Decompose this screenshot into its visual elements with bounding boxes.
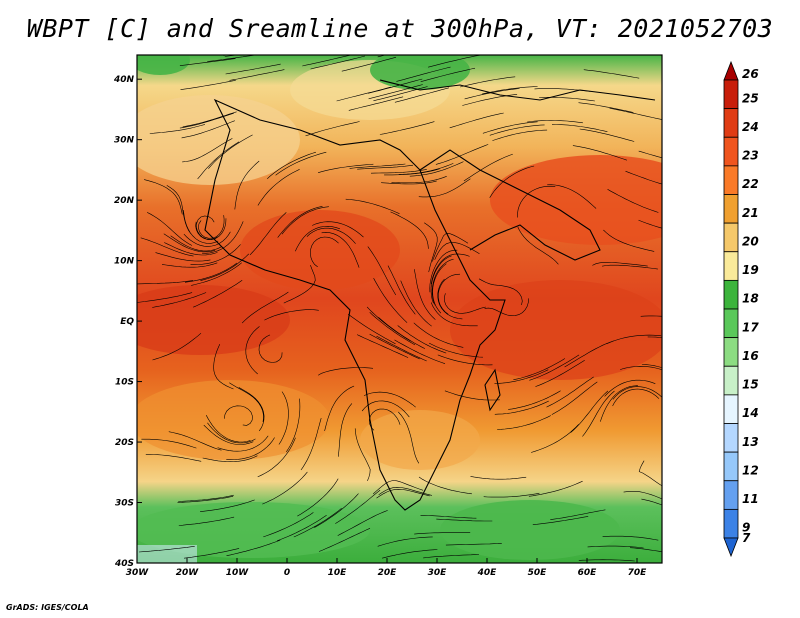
colorbar-label: 18 <box>742 292 759 306</box>
lat-label: 20S <box>115 438 134 448</box>
lon-label: 0 <box>284 568 290 578</box>
lat-label: EQ <box>120 317 134 327</box>
lat-label: 10N <box>114 257 135 267</box>
streamline-paths <box>137 55 662 562</box>
colorbar-swatch <box>723 451 739 482</box>
colorbar-swatch <box>723 365 739 396</box>
lon-labels: 30W 20W 10W 0 10E 20E 30E 40E 50E 60E 70E <box>126 568 647 578</box>
colorbar-swatch <box>723 423 739 453</box>
lat-labels: 40N 30N 20N 10N EQ 10S 20S 30S 40S <box>113 75 135 569</box>
streamlines <box>137 55 662 562</box>
lon-label: 20W <box>176 568 200 578</box>
colorbar-swatch <box>723 394 739 424</box>
colorbar-swatch <box>723 194 739 224</box>
colorbar-label: 13 <box>742 435 759 449</box>
coastlines <box>204 79 656 511</box>
colorbar-swatch <box>723 60 739 81</box>
colorbar-label: 17 <box>742 320 759 334</box>
lat-label: 40N <box>113 75 135 85</box>
colorbar-swatch <box>723 136 739 167</box>
lat-label: 30N <box>114 136 135 146</box>
map-title: WBPT [C] and Sreamline at 300hPa, VT: 20… <box>26 14 774 43</box>
lon-label: 60E <box>578 568 598 578</box>
colorbar-swatch <box>723 108 739 138</box>
lat-label: 10S <box>115 378 134 388</box>
colorbar-swatch <box>723 251 739 281</box>
wbpt-field <box>137 55 662 563</box>
colorbar-label: 20 <box>742 234 759 248</box>
colorbar-swatch <box>723 222 739 253</box>
colorbar-label: 15 <box>742 378 759 392</box>
lon-label: 50E <box>528 568 548 578</box>
colorbar-swatch <box>723 537 739 558</box>
colorbar-label: 26 <box>742 67 759 81</box>
grads-credit: GrADS: IGES/COLA <box>6 603 89 612</box>
lon-label: 40E <box>477 568 498 578</box>
colorbar-label: 9 <box>742 521 750 535</box>
lat-label: 30S <box>115 499 134 509</box>
axis-ticks <box>136 78 638 564</box>
colorbar-label: 11 <box>742 492 759 506</box>
colorbar-label: 16 <box>742 349 759 363</box>
colorbar-label: 25 <box>742 91 759 105</box>
lon-label: 10W <box>226 568 250 578</box>
lon-label: 10E <box>328 568 348 578</box>
colorbar-label: 19 <box>742 263 759 277</box>
colorbar-label: 21 <box>742 206 759 220</box>
lon-label: 30W <box>126 568 150 578</box>
colorbar-swatch <box>723 480 739 510</box>
colorbar-swatch <box>723 337 739 367</box>
lon-label: 20E <box>378 568 398 578</box>
colorbar: 26 25 24 23 22 21 20 19 18 17 16 15 14 13 12 11 97 <box>723 60 759 558</box>
lat-label: 40S <box>114 559 134 569</box>
map-frame <box>136 54 663 564</box>
lat-label: 20N <box>114 196 135 206</box>
lon-label: 70E <box>628 568 648 578</box>
colorbar-label: 24 <box>742 120 759 134</box>
lon-label: 30E <box>428 568 448 578</box>
colorbar-swatch <box>723 79 739 110</box>
colorbar-label: 23 <box>742 149 759 163</box>
colorbar-label: 12 <box>742 463 759 477</box>
colorbar-label: 14 <box>742 406 759 420</box>
colorbar-swatch <box>723 508 739 539</box>
colorbar-swatch <box>723 279 739 310</box>
colorbar-swatch <box>723 165 739 195</box>
colorbar-swatch <box>723 308 739 339</box>
colorbar-label: 7 <box>742 531 751 545</box>
colorbar-label: 22 <box>742 177 759 191</box>
